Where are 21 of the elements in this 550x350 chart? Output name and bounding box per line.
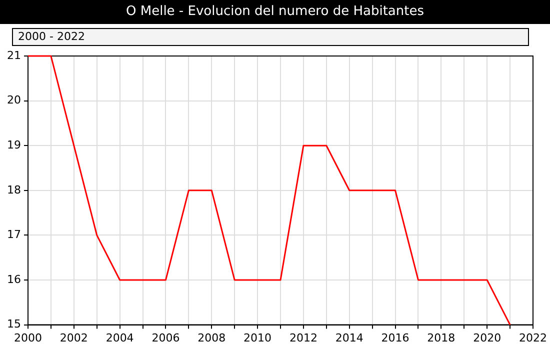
y-tick-label: 18 <box>6 183 21 196</box>
x-tick-label: 2018 <box>427 331 456 344</box>
y-tick-label: 21 <box>6 48 21 62</box>
x-tick-label: 2020 <box>473 331 502 344</box>
x-tick-label: 2006 <box>152 331 180 344</box>
x-tick-label: 2010 <box>244 331 272 344</box>
y-tick-label: 19 <box>6 138 21 152</box>
chart-subtitle: 2000 - 2022 <box>12 28 529 46</box>
x-tick-label: 2000 <box>14 331 42 344</box>
x-tick-label: 2008 <box>198 331 226 344</box>
x-tick-label: 2004 <box>106 331 134 344</box>
x-tick-label: 2022 <box>519 331 548 344</box>
x-tick-label: 2016 <box>381 331 410 344</box>
x-tick-label: 2014 <box>335 331 364 344</box>
y-tick-label: 17 <box>6 228 21 242</box>
chart-title: O Melle - Evolucion del numero de Habitantes <box>0 0 550 24</box>
x-tick-label: 2002 <box>60 331 88 344</box>
y-tick-label: 20 <box>6 94 21 107</box>
y-tick-label: 15 <box>6 318 21 331</box>
y-tick-label: 16 <box>6 272 21 286</box>
x-tick-label: 2012 <box>289 331 318 344</box>
